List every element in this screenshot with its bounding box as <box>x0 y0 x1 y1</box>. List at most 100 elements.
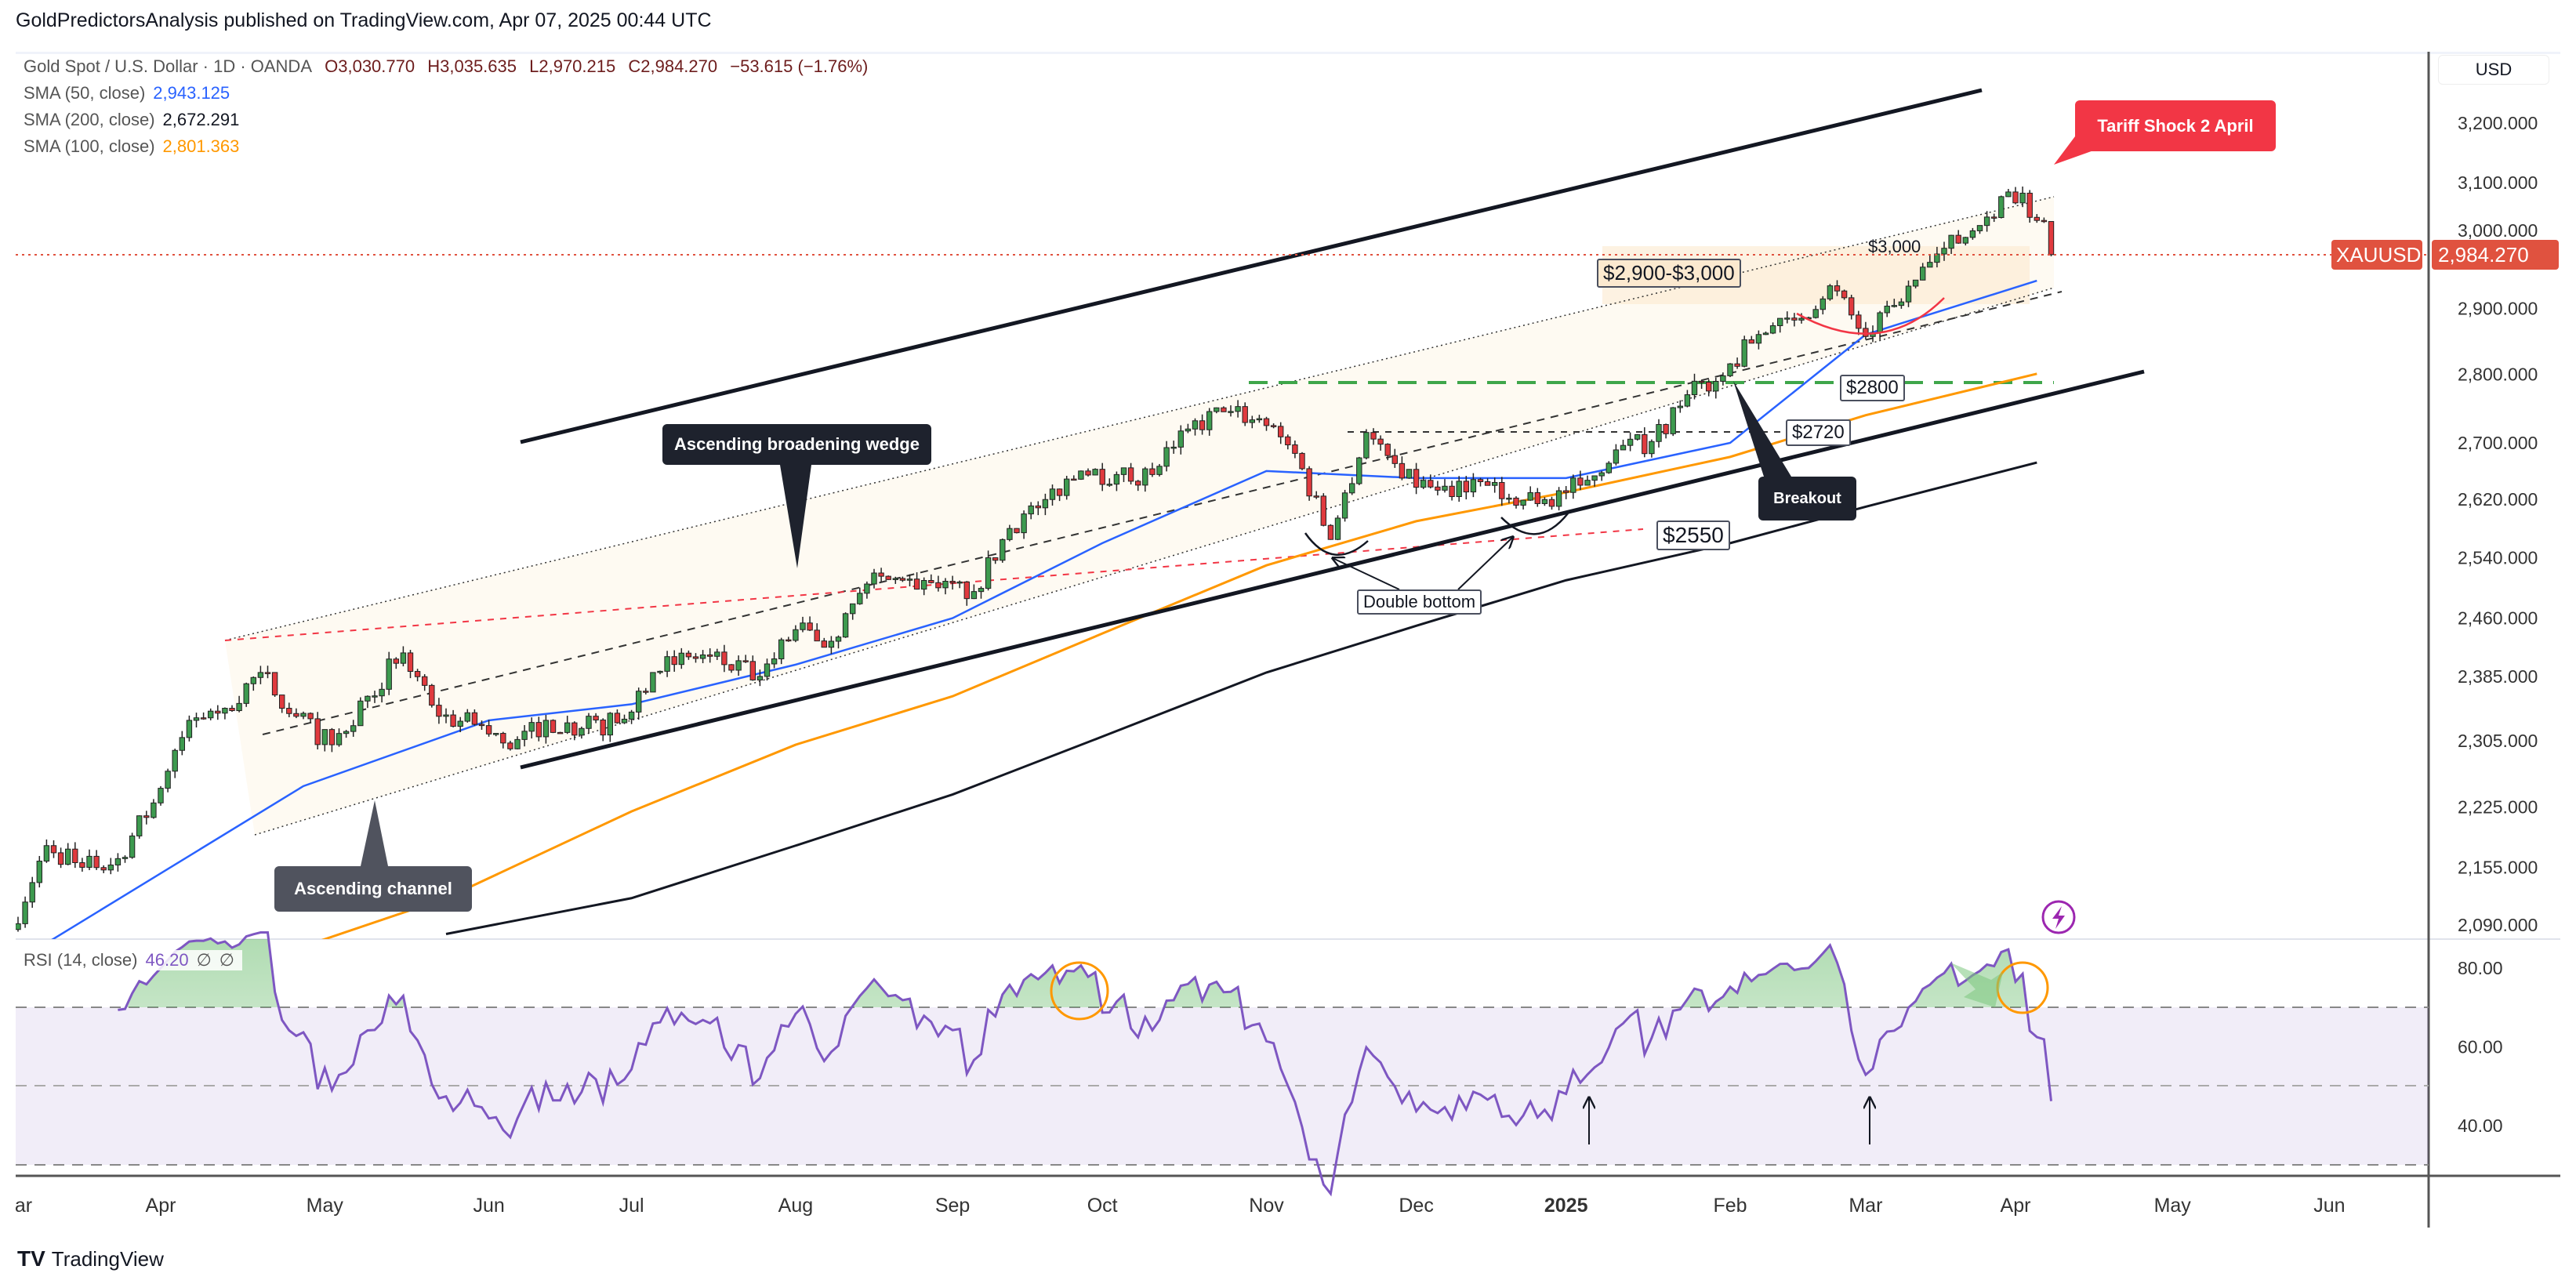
candle-body <box>1684 394 1691 407</box>
candle <box>1613 444 1620 466</box>
sma200-line[interactable] <box>445 461 2037 935</box>
candle-body <box>1007 528 1013 540</box>
tariff-callout[interactable]: Tariff Shock 2 April <box>2075 100 2276 151</box>
candle <box>1863 321 1869 340</box>
candle-body <box>1877 312 1883 333</box>
candle-body <box>636 691 642 713</box>
candle <box>928 574 934 584</box>
candle-body <box>928 580 934 583</box>
breakout-callout[interactable]: Breakout <box>1758 477 1856 520</box>
candle-body <box>1727 363 1733 376</box>
candle <box>1413 462 1420 495</box>
candle-body <box>1021 513 1027 534</box>
candle <box>1185 423 1192 433</box>
rsi-circle-oct <box>1050 961 1109 1021</box>
candle-body <box>1841 290 1848 299</box>
candle <box>1428 474 1434 489</box>
candle-body <box>16 923 21 930</box>
candle <box>1142 466 1148 492</box>
candle-body <box>22 901 28 924</box>
candle-body <box>1620 444 1627 451</box>
candle-body <box>1413 469 1420 488</box>
candle <box>557 731 564 734</box>
level-3000-label[interactable]: $3,000 <box>1868 237 1921 256</box>
level-2550-label[interactable]: $2550 <box>1656 520 1730 550</box>
candle <box>1135 480 1141 491</box>
wedge-upper-line[interactable] <box>520 88 1983 444</box>
rsi-tick-label: 80.00 <box>2458 958 2503 978</box>
channel-callout[interactable]: Ascending channel <box>274 866 472 912</box>
candle <box>1349 477 1355 495</box>
candle <box>628 709 635 724</box>
lightning-glyph <box>2052 906 2065 929</box>
currency-button[interactable]: USD <box>2438 55 2549 85</box>
legend-low: L2,970.215 <box>529 56 616 76</box>
candle-body <box>664 656 670 672</box>
time-tick-label: Aug <box>778 1195 814 1217</box>
double-bottom-label[interactable]: Double bottom <box>1357 589 1482 615</box>
candle-body <box>607 713 613 736</box>
candle-body <box>1677 405 1684 408</box>
level-2800-label[interactable]: $2800 <box>1840 375 1905 401</box>
candle-body <box>1035 505 1041 509</box>
legend-sma50[interactable]: SMA (50, close) 2,943.125 <box>24 83 238 103</box>
candle <box>222 707 228 720</box>
legend-sma100[interactable]: SMA (100, close) 2,801.363 <box>24 136 247 157</box>
candle-body <box>1627 438 1634 446</box>
wedge-callout[interactable]: Ascending broadening wedge <box>662 424 931 465</box>
candle-body <box>1092 469 1098 476</box>
channel-lower-line <box>254 287 2055 836</box>
candle <box>1149 462 1156 477</box>
candle <box>1285 434 1291 450</box>
candle-body <box>650 672 656 693</box>
candle-body <box>422 676 428 686</box>
candle <box>1071 475 1077 481</box>
candle <box>229 705 235 713</box>
candle-body <box>1056 488 1063 496</box>
candle-body <box>1998 196 2005 219</box>
price-tick-label: 2,155.000 <box>2458 857 2538 877</box>
sma200-value: 2,672.291 <box>162 110 240 129</box>
candle <box>1741 336 1747 368</box>
legend-symbol[interactable]: Gold Spot / U.S. Dollar · 1D · OANDA <box>24 56 312 76</box>
zone-label[interactable]: $2,900-$3,000 <box>1597 259 1741 288</box>
candle-body <box>1784 317 1791 320</box>
candle <box>1127 462 1134 484</box>
legend-rsi[interactable]: RSI (14, close) 46.20 ∅ ∅ <box>24 950 242 970</box>
legend-sma200[interactable]: SMA (200, close) 2,672.291 <box>24 110 247 130</box>
candle-body <box>29 882 35 903</box>
candle-body <box>1555 490 1562 507</box>
candle-body <box>1777 317 1783 326</box>
candle-body <box>50 845 57 854</box>
candle <box>1748 336 1755 344</box>
candle-body <box>764 663 771 677</box>
tradingview-logo[interactable]: TV TradingView <box>17 1246 164 1271</box>
time-tick-label: 2025 <box>1544 1195 1588 1217</box>
candle-body <box>857 593 863 604</box>
candle <box>1983 211 1990 232</box>
candle-body <box>1370 432 1377 440</box>
level-2720-label[interactable]: $2720 <box>1786 419 1851 446</box>
candle-body <box>1905 285 1912 303</box>
candle-body <box>1656 424 1662 442</box>
candle <box>935 575 942 592</box>
candle <box>1007 524 1013 542</box>
candle-body <box>215 710 221 714</box>
candle-body <box>193 717 200 721</box>
candle-body <box>1163 447 1170 467</box>
candle <box>835 635 842 649</box>
candle <box>1463 476 1469 500</box>
candle <box>365 695 371 709</box>
candle <box>2048 221 2055 256</box>
candle-body <box>1941 248 1947 255</box>
candle <box>1898 298 1905 309</box>
candle <box>2012 187 2019 205</box>
sma100-line[interactable] <box>232 372 2037 970</box>
rsi-line[interactable] <box>118 931 2052 1197</box>
legend-high: H3,035.635 <box>427 56 517 76</box>
wedge-lower-line[interactable] <box>520 369 2145 770</box>
candle <box>1477 477 1484 487</box>
candle-body <box>985 557 992 589</box>
time-tick-label: Feb <box>1713 1195 1747 1217</box>
